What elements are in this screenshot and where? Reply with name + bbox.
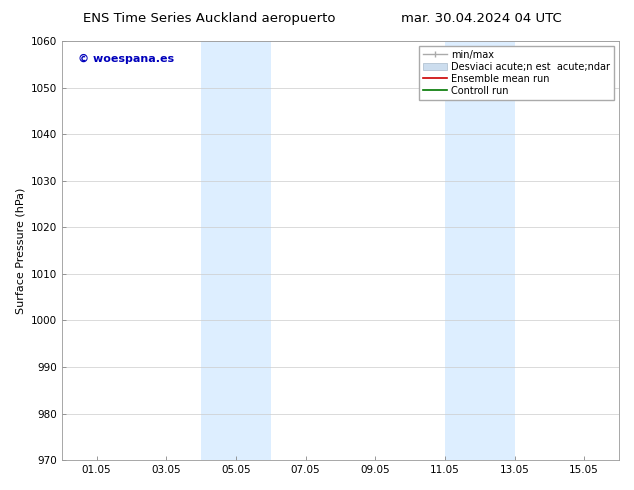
Text: ENS Time Series Auckland aeropuerto: ENS Time Series Auckland aeropuerto — [83, 12, 335, 25]
Text: © woespana.es: © woespana.es — [79, 53, 174, 64]
Bar — [445, 41, 515, 460]
Bar — [201, 41, 271, 460]
Y-axis label: Surface Pressure (hPa): Surface Pressure (hPa) — [15, 187, 25, 314]
Text: mar. 30.04.2024 04 UTC: mar. 30.04.2024 04 UTC — [401, 12, 562, 25]
Legend: min/max, Desviaci acute;n est  acute;ndar, Ensemble mean run, Controll run: min/max, Desviaci acute;n est acute;ndar… — [419, 46, 614, 99]
